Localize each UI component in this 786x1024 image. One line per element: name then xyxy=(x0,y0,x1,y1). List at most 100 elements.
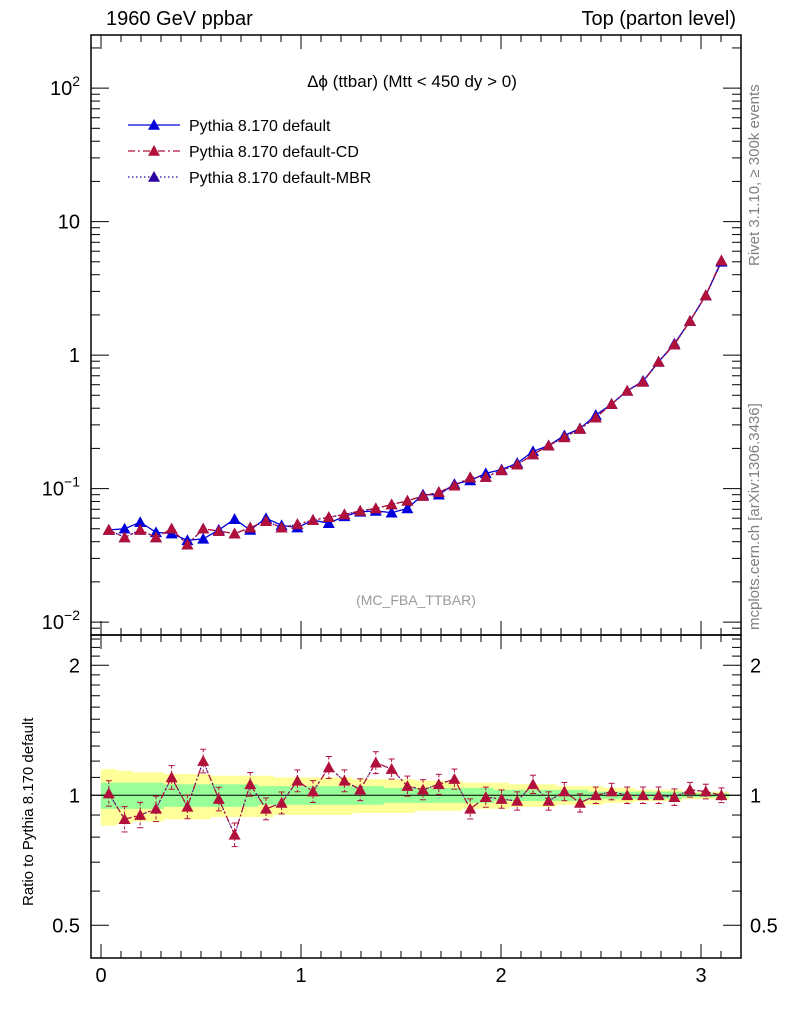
ratio-point xyxy=(589,789,602,801)
series-line-1 xyxy=(108,260,722,546)
analysis-watermark: (MC_FBA_TTBAR) xyxy=(356,592,476,608)
legend-marker-1 xyxy=(148,145,160,156)
ratio-point xyxy=(417,783,429,795)
data-point xyxy=(684,315,696,326)
ratio-point xyxy=(118,813,131,825)
y-tick-label: 10 xyxy=(58,212,80,234)
data-point xyxy=(699,289,712,301)
data-point xyxy=(212,525,225,536)
ratio-y-tick-label: 1 xyxy=(69,785,80,807)
ratio-point xyxy=(668,791,681,802)
data-point xyxy=(385,506,398,518)
legend-marker-0 xyxy=(148,119,160,130)
ratio-point xyxy=(699,785,712,797)
data-point xyxy=(354,504,367,516)
x-tick-label: 2 xyxy=(495,965,506,987)
ratio-point xyxy=(165,771,178,783)
header-right: Top (parton level) xyxy=(581,8,736,30)
ratio-point xyxy=(574,796,586,808)
data-point xyxy=(558,431,571,443)
data-point xyxy=(118,531,131,543)
data-point xyxy=(338,508,351,520)
data-point xyxy=(589,411,602,423)
data-point xyxy=(275,521,288,533)
ratio-point xyxy=(212,793,225,804)
data-point xyxy=(181,538,194,550)
data-point xyxy=(637,375,649,387)
ratio-point xyxy=(134,809,147,820)
ratio-line-cd xyxy=(108,759,722,837)
y-tick-label: 1 xyxy=(69,345,80,367)
data-point xyxy=(464,471,477,483)
data-point xyxy=(432,486,445,497)
ratio-point xyxy=(228,828,241,840)
ratio-point xyxy=(527,778,539,790)
ratio-point xyxy=(684,783,696,795)
ratio-point xyxy=(401,780,414,791)
ratio-panel: 0 1 2 3 0.5 0.5 1 1 2 2 xyxy=(52,634,778,987)
ratio-point xyxy=(495,793,508,804)
data-point xyxy=(165,522,178,534)
data-point xyxy=(322,511,335,523)
ratio-point xyxy=(448,773,461,784)
data-point xyxy=(542,439,555,451)
ratio-point xyxy=(322,761,335,773)
data-point xyxy=(511,458,524,470)
ratio-point xyxy=(275,796,288,808)
data-point xyxy=(291,518,304,530)
ratio-point xyxy=(291,774,304,786)
ratio-point xyxy=(385,763,398,774)
data-point xyxy=(401,494,414,506)
data-point xyxy=(574,422,586,434)
data-point xyxy=(652,355,665,367)
data-point xyxy=(715,254,728,266)
data-point xyxy=(448,479,461,491)
ratio-point xyxy=(621,789,634,801)
plot-title: Δϕ (ttbar) (Mtt < 450 dy > 0) xyxy=(307,72,517,91)
y-tick-label: 10−1 xyxy=(42,474,80,501)
data-point xyxy=(228,513,241,524)
data-point xyxy=(228,527,241,539)
x-tick-label: 3 xyxy=(695,965,706,987)
ratio-point xyxy=(260,802,272,814)
ratio-point xyxy=(511,794,524,806)
data-point xyxy=(668,338,681,350)
ratio-point xyxy=(464,802,477,814)
ratio-point xyxy=(354,783,367,795)
data-point xyxy=(401,502,414,514)
legend-label-1: Pythia 8.170 default-CD xyxy=(189,144,359,161)
data-point xyxy=(621,384,634,396)
x-tick-label: 0 xyxy=(95,965,106,987)
data-point xyxy=(385,498,398,510)
ratio-y-tick-label: 2 xyxy=(69,655,80,677)
main-panel: 10−2 10−1 1 10 102 Δϕ (ttbar) (Mtt < 450 dy >… xyxy=(42,34,742,636)
ratio-point xyxy=(479,791,492,802)
data-point xyxy=(244,521,257,533)
legend-marker-2 xyxy=(148,171,160,182)
data-point xyxy=(479,471,492,482)
ratio-y-tick-label-right: 0.5 xyxy=(750,915,778,937)
data-point xyxy=(495,464,508,476)
ratio-point xyxy=(102,787,115,799)
data-point xyxy=(118,522,131,534)
data-point xyxy=(307,514,319,525)
ratio-point xyxy=(432,778,445,790)
ratio-point xyxy=(637,789,649,801)
ratio-point xyxy=(338,774,351,786)
ratio-point xyxy=(244,778,257,790)
ratio-point xyxy=(542,794,555,806)
ratio-y-tick-label-right: 2 xyxy=(750,655,761,677)
ratio-point xyxy=(652,789,665,801)
ratio-point xyxy=(558,785,571,797)
data-point xyxy=(197,532,210,544)
ratio-point xyxy=(150,802,162,814)
data-point xyxy=(260,515,272,526)
ratio-point xyxy=(605,785,618,797)
y-tick-label: 102 xyxy=(50,73,80,100)
legend-label-0: Pythia 8.170 default xyxy=(189,118,331,135)
data-point xyxy=(605,398,618,409)
data-point xyxy=(134,523,147,535)
ratio-y-tick-label-right: 1 xyxy=(750,785,761,807)
ratio-point xyxy=(307,785,319,797)
